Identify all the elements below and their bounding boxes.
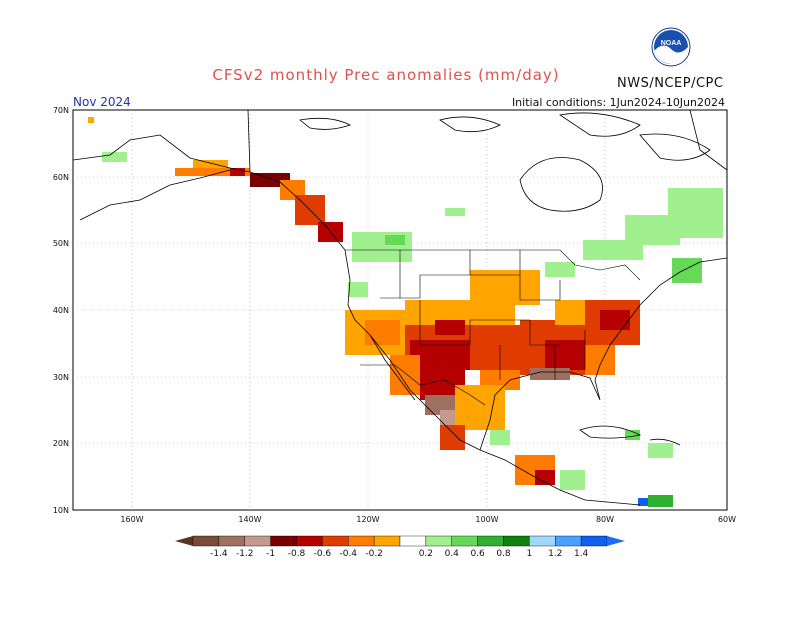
colorbar-label: 0.8 <box>496 549 511 559</box>
colorbar-label: 0.6 <box>470 549 485 559</box>
colorbar-label: 1 <box>527 549 533 559</box>
agency-label: NWS/NCEP/CPC <box>617 76 724 91</box>
colorbar-swatch <box>244 535 271 547</box>
forecast-month: Nov 2024 <box>73 95 131 109</box>
colorbar-min-arrow <box>175 536 193 546</box>
lat-label: 70N <box>53 106 69 115</box>
colorbar-label: -0.6 <box>314 549 332 559</box>
colorbar-max-arrow <box>607 536 625 546</box>
colorbar-label: 1.2 <box>548 549 562 559</box>
lon-label: 140W <box>238 515 261 524</box>
lat-label: 20N <box>53 439 69 448</box>
lon-label: 60W <box>718 515 736 524</box>
colorbar-swatch <box>218 535 245 547</box>
lat-label: 30N <box>53 373 69 382</box>
colorbar-swatch <box>348 535 375 547</box>
longitude-labels: 160W 140W 120W 100W 80W 60W <box>120 515 736 524</box>
colorbar-swatch <box>555 535 582 547</box>
anomaly-field <box>88 117 723 507</box>
noaa-logo: NOAA <box>651 27 691 67</box>
colorbar-label: -1.2 <box>236 549 254 559</box>
colorbar-swatch <box>425 535 452 547</box>
map-title: CFSv2 monthly Prec anomalies (mm/day) <box>212 66 560 84</box>
colorbar-swatch <box>477 535 504 547</box>
colorbar-swatch <box>270 535 297 547</box>
colorbar-label: 0.2 <box>419 549 433 559</box>
colorbar-swatch <box>503 535 530 547</box>
lat-label: 40N <box>53 306 69 315</box>
colorbar-label: 0.4 <box>445 549 460 559</box>
borders <box>345 249 641 406</box>
colorbar-swatch <box>296 535 323 547</box>
colorbar-swatch <box>451 535 478 547</box>
colorbar-label: -1 <box>266 549 275 559</box>
colorbar-swatch <box>373 535 401 547</box>
lat-label: 60N <box>53 173 69 182</box>
lon-label: 100W <box>475 515 498 524</box>
lon-label: 120W <box>356 515 379 524</box>
latitude-labels: 70N 60N 50N 40N 30N 20N 10N <box>53 106 69 515</box>
colorbar-label: -0.2 <box>365 549 383 559</box>
lon-label: 160W <box>120 515 143 524</box>
colorbar-swatch <box>322 535 349 547</box>
colorbar-swatch <box>529 535 556 547</box>
colorbar-swatch <box>399 535 427 547</box>
lon-label: 80W <box>596 515 614 524</box>
colorbar: -1.4 -1.2 -1 -0.8 -0.6 -0.4 -0.2 0.2 0.4 0.6 0.8 1 1… <box>175 535 625 559</box>
lat-label: 10N <box>53 506 69 515</box>
lat-label: 50N <box>53 239 69 248</box>
colorbar-label: -0.4 <box>339 549 357 559</box>
colorbar-label: 1.4 <box>574 549 589 559</box>
initial-conditions: Initial conditions: 1Jun2024-10Jun2024 <box>511 96 725 109</box>
colorbar-label: -1.4 <box>210 549 228 559</box>
colorbar-label: -0.8 <box>288 549 306 559</box>
colorbar-swatch <box>192 535 220 547</box>
colorbar-swatch <box>580 535 608 547</box>
svg-text:NOAA: NOAA <box>661 40 682 47</box>
